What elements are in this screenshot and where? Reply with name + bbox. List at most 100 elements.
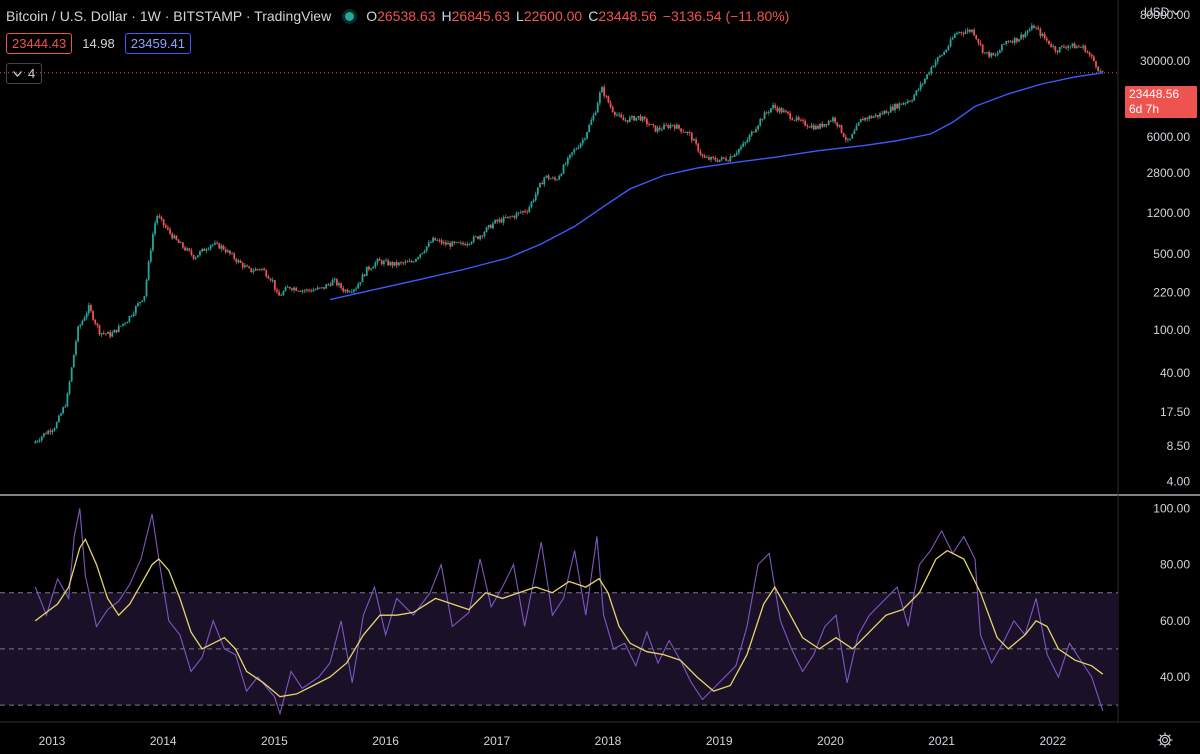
symbol-title[interactable]: Bitcoin / U.S. Dollar · 1W · BITSTAMP · …: [6, 8, 332, 24]
candle-body: [620, 114, 623, 118]
candle-body: [355, 288, 357, 290]
candle-body: [380, 260, 383, 265]
ohlc-open-value: 26538.63: [377, 8, 436, 24]
candle-body: [1080, 46, 1082, 48]
candle-body: [787, 111, 789, 114]
candle-body: [793, 119, 796, 121]
candle-body: [293, 287, 295, 290]
candle-body: [449, 242, 452, 247]
candle-body: [943, 52, 946, 55]
candle-body: [425, 246, 428, 252]
candle-body: [744, 142, 747, 144]
candle-body: [607, 96, 610, 103]
candle-body: [243, 265, 246, 268]
candle-body: [167, 227, 169, 230]
gear-icon[interactable]: [1156, 731, 1174, 749]
candle-body: [571, 152, 573, 155]
candle-body: [851, 134, 854, 139]
candle-body: [466, 244, 469, 246]
candle-body: [879, 113, 881, 117]
candle-body: [919, 84, 922, 90]
candle-body: [1073, 43, 1076, 49]
candle-body: [1067, 46, 1070, 49]
candle-body: [930, 67, 933, 74]
candle-body: [958, 32, 961, 33]
candle-body: [412, 261, 415, 263]
candle-body: [147, 261, 150, 280]
candle-body: [915, 90, 918, 96]
candle-body: [1075, 46, 1078, 49]
candle-body: [239, 260, 242, 263]
candle-body: [192, 254, 195, 259]
candle-body: [276, 289, 278, 292]
candle-body: [346, 289, 349, 293]
candle-body: [511, 216, 514, 217]
candle-body: [675, 124, 678, 129]
price-tick-label: 500.00: [1153, 247, 1190, 261]
candle-body: [92, 311, 94, 320]
candle-body: [149, 250, 152, 262]
candle-body: [119, 325, 122, 327]
candle-body: [827, 120, 830, 125]
price-tick-label: 6000.00: [1147, 130, 1191, 144]
candle-body: [1095, 61, 1097, 67]
candle-body: [586, 132, 588, 139]
candle-body: [258, 269, 261, 271]
price-tick-label: 40.00: [1160, 366, 1190, 380]
candle-body: [220, 245, 223, 249]
candle-body: [158, 216, 161, 218]
candle-body: [164, 225, 167, 228]
candle-body: [402, 262, 405, 264]
indicator-value-1[interactable]: 23444.43: [6, 33, 73, 54]
candle-body: [611, 107, 614, 112]
candle-body: [605, 95, 608, 97]
candle-body: [34, 441, 37, 444]
candle-body: [573, 149, 576, 153]
candle-body: [757, 125, 760, 130]
indicators-collapse-button[interactable]: 4: [6, 63, 43, 84]
candle-body: [462, 242, 464, 245]
candle-body: [1035, 27, 1038, 29]
candle-body: [1015, 37, 1018, 42]
candle-body: [977, 39, 980, 43]
candle-body: [656, 127, 659, 132]
candle-body: [494, 219, 496, 224]
price-tick-label: 100.00: [1153, 323, 1190, 337]
candle-body: [836, 122, 839, 127]
candle-body: [994, 55, 997, 56]
candle-body: [62, 407, 65, 414]
candle-body: [203, 248, 206, 251]
candle-body: [353, 289, 355, 292]
candle-body: [278, 291, 281, 296]
indicator-value-3[interactable]: 23459.41: [124, 33, 192, 54]
candle-body: [902, 103, 905, 105]
candle-body: [575, 148, 578, 150]
candle-body: [385, 260, 387, 262]
candle-body: [124, 323, 127, 325]
candle-body: [603, 87, 606, 96]
ohlc-close-key: C: [588, 8, 599, 24]
candle-body: [928, 73, 931, 75]
candle-body: [397, 262, 400, 266]
candle-body: [344, 289, 347, 292]
candle-body: [306, 289, 308, 291]
candle-body: [1058, 47, 1061, 53]
candle-body: [588, 124, 591, 133]
candle-body: [891, 106, 894, 111]
price-tick-label: 80000.00: [1140, 8, 1190, 22]
candle-body: [504, 217, 507, 218]
time-tick-label: 2020: [817, 734, 844, 748]
candle-body: [430, 242, 432, 243]
candle-body: [361, 274, 364, 283]
candle-body: [962, 33, 965, 34]
candle-body: [782, 110, 785, 113]
candle-body: [111, 332, 114, 337]
candle-body: [996, 53, 999, 56]
currency-selector[interactable]: USD: [1144, 5, 1181, 19]
candle-body: [577, 147, 580, 149]
candle-body: [359, 282, 362, 285]
candle-body: [194, 257, 197, 259]
candle-body: [1028, 29, 1031, 32]
price-tick-label: 30000.00: [1140, 54, 1190, 68]
